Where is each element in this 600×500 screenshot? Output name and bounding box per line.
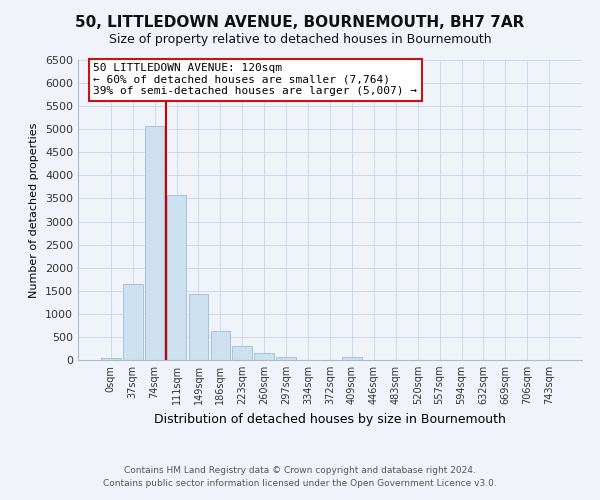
Text: Size of property relative to detached houses in Bournemouth: Size of property relative to detached ho… <box>109 32 491 46</box>
Bar <box>276 356 296 360</box>
Bar <box>232 346 252 360</box>
Bar <box>101 358 121 360</box>
Bar <box>167 195 187 360</box>
Text: 50 LITTLEDOWN AVENUE: 120sqm
← 60% of detached houses are smaller (7,764)
39% of: 50 LITTLEDOWN AVENUE: 120sqm ← 60% of de… <box>93 63 417 96</box>
Bar <box>211 332 230 360</box>
Bar <box>188 294 208 360</box>
Bar <box>342 358 362 360</box>
Y-axis label: Number of detached properties: Number of detached properties <box>29 122 40 298</box>
Bar <box>123 284 143 360</box>
X-axis label: Distribution of detached houses by size in Bournemouth: Distribution of detached houses by size … <box>154 412 506 426</box>
Text: 50, LITTLEDOWN AVENUE, BOURNEMOUTH, BH7 7AR: 50, LITTLEDOWN AVENUE, BOURNEMOUTH, BH7 … <box>76 15 524 30</box>
Bar <box>145 126 164 360</box>
Text: Contains HM Land Registry data © Crown copyright and database right 2024.
Contai: Contains HM Land Registry data © Crown c… <box>103 466 497 487</box>
Bar <box>254 353 274 360</box>
